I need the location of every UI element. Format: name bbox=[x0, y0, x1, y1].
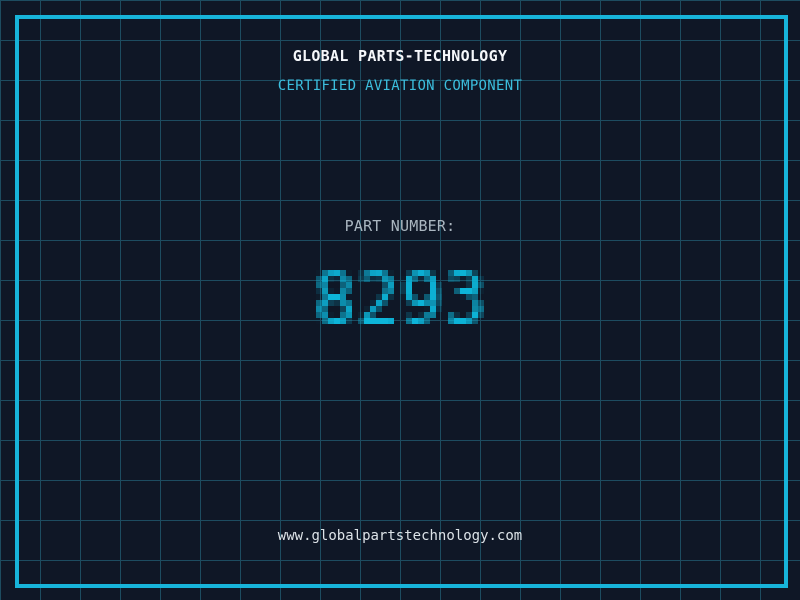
company-title: GLOBAL PARTS-TECHNOLOGY bbox=[292, 47, 508, 65]
part-number-value: 8293 bbox=[310, 258, 490, 342]
website-url: www.globalpartstechnology.com bbox=[277, 528, 523, 544]
certification-subtitle: CERTIFIED AVIATION COMPONENT bbox=[277, 78, 523, 94]
part-number-label: PART NUMBER: bbox=[344, 217, 456, 235]
